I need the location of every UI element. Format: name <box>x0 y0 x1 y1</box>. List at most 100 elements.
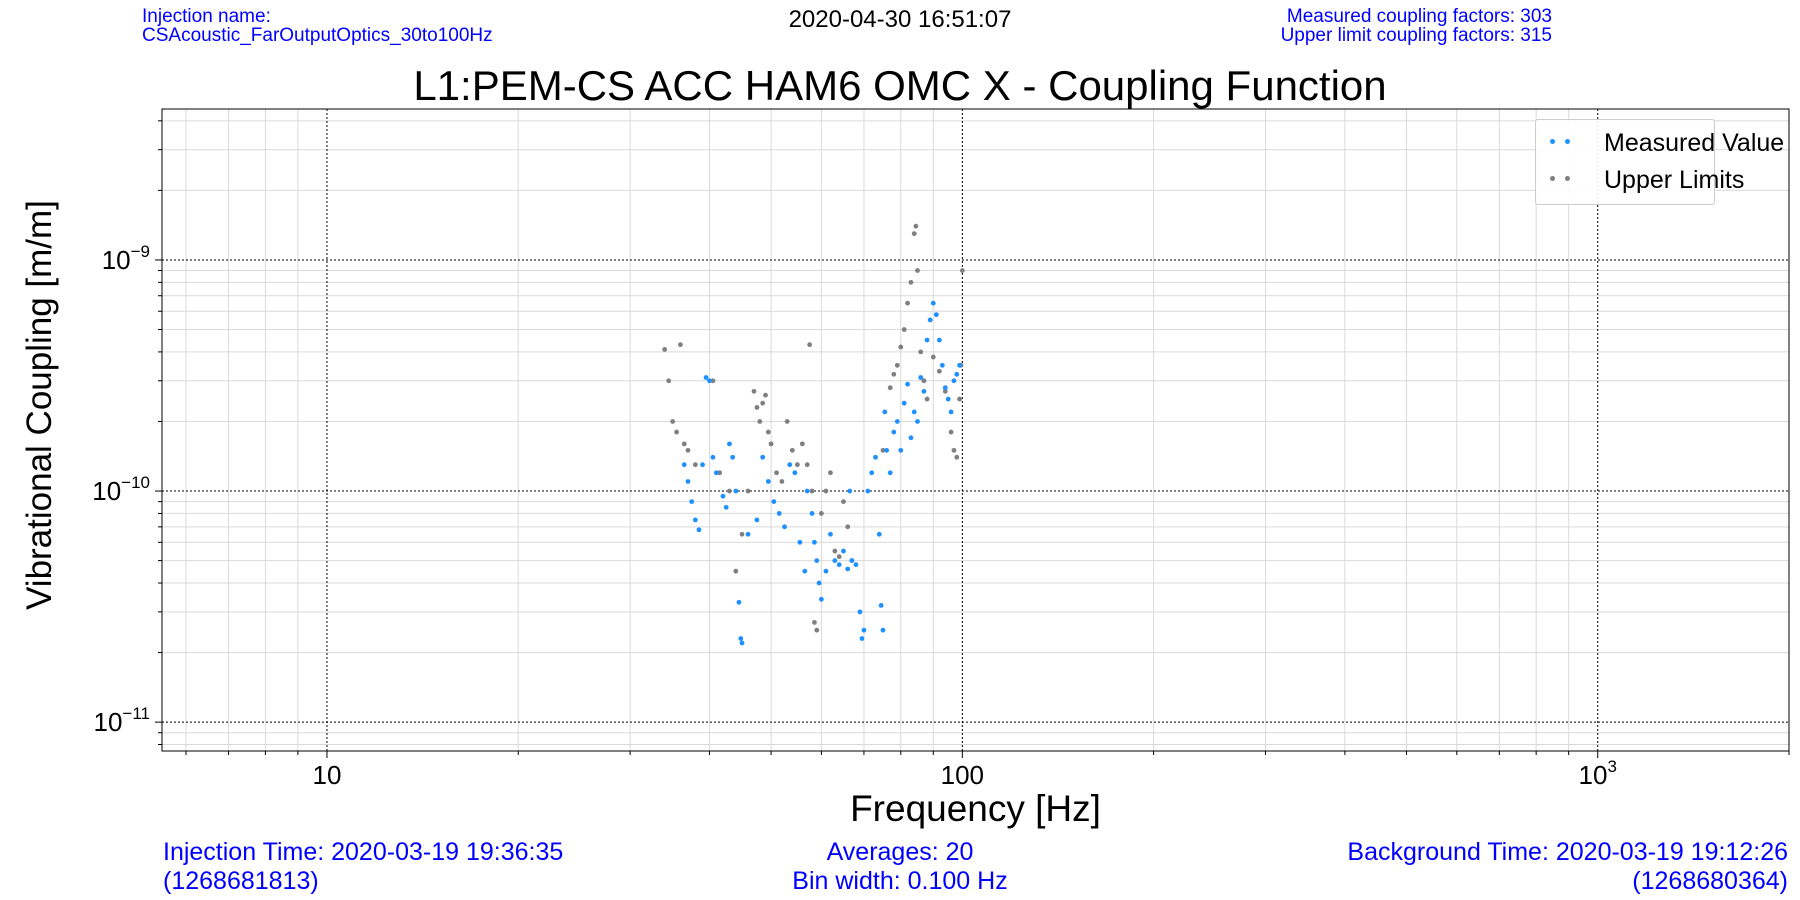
upper-limit-point <box>836 554 842 560</box>
measured-point <box>942 385 948 391</box>
measured-point <box>939 362 945 368</box>
measured-point <box>878 602 884 608</box>
measured-point <box>692 517 698 523</box>
measured-point <box>869 470 875 476</box>
measured-point <box>713 470 719 476</box>
measured-point <box>948 409 954 415</box>
upper-limit-point <box>681 441 687 447</box>
measured-point <box>816 580 822 586</box>
measured-point <box>804 488 810 494</box>
legend-item-upper: Upper Limits <box>1550 165 1744 197</box>
upper-limit-point <box>807 342 813 348</box>
measured-point <box>933 312 939 318</box>
axis-ticks: 10 100 103 10−9 10−10 10−11 <box>92 120 1790 790</box>
y-tick-exponent: −11 <box>122 704 150 723</box>
measured-point <box>720 493 726 499</box>
measured-point <box>739 640 745 646</box>
y-tick-label: 10−10 <box>92 473 150 506</box>
upper-limit-point <box>936 368 942 374</box>
measured-point <box>927 317 933 323</box>
measured-point <box>730 454 736 460</box>
measured-point <box>797 539 803 545</box>
measured-point <box>818 596 824 602</box>
measured-point <box>918 375 924 380</box>
measured-point <box>771 499 777 505</box>
upper-limit-point <box>915 268 920 273</box>
upper-limit-point <box>674 429 679 435</box>
measured-point <box>823 568 829 574</box>
upper-limit-point <box>662 347 668 352</box>
injection-name-value: CSAcoustic_FarOutputOptics_30to100Hz <box>142 25 493 46</box>
upper-limit-point <box>921 378 927 384</box>
upper-limit-point <box>832 548 838 554</box>
upper-limit-point <box>951 447 957 453</box>
upper-limit-point <box>757 419 763 424</box>
measured-point <box>901 400 907 406</box>
measured-point <box>760 454 766 460</box>
legend-label-upper: Upper Limits <box>1604 166 1745 194</box>
upper-limit-point <box>692 462 698 468</box>
background-time: Background Time: 2020-03-19 19:12:26 <box>1347 838 1788 866</box>
upper-limit-point <box>670 419 676 424</box>
upper-limit-point <box>779 479 785 484</box>
upper-limit-point <box>957 396 962 402</box>
upper-limit-point <box>948 429 954 435</box>
measured-point <box>908 435 914 441</box>
legend-item-measured: Measured Value <box>1550 128 1784 160</box>
measured-point <box>853 562 859 568</box>
measured-point <box>727 441 732 447</box>
measured-point <box>782 524 787 530</box>
upper-limit-point <box>823 488 829 494</box>
upper-limit-point <box>678 342 683 348</box>
measured-point <box>873 454 878 460</box>
measured-point <box>930 300 936 306</box>
upper-limit-point <box>809 488 815 494</box>
upper-limit-point <box>845 524 851 530</box>
chart-title: L1:PEM-CS ACC HAM6 OMC X - Coupling Func… <box>413 62 1387 109</box>
measured-point <box>849 558 855 564</box>
measured-point <box>710 454 716 460</box>
measured-point <box>812 539 817 545</box>
measured-point <box>738 636 744 641</box>
upper-limit-point <box>828 470 833 476</box>
x-tick-label: 100 <box>941 760 984 790</box>
upper-limit-count: Upper limit coupling factors: 315 <box>1280 25 1552 46</box>
bin-width: Bin width: 0.100 Hz <box>792 867 1008 895</box>
measured-point <box>954 371 960 377</box>
measured-point <box>898 447 904 453</box>
x-tick-label: 10 <box>313 760 342 790</box>
measured-point <box>905 381 910 387</box>
measured-point <box>859 636 865 641</box>
measured-point <box>865 488 871 494</box>
measured-point <box>857 609 863 615</box>
measured-point <box>847 488 853 494</box>
upper-limit-point <box>818 511 824 516</box>
upper-limit-point <box>774 470 779 476</box>
measured-point <box>887 470 893 476</box>
upper-limit-point <box>754 405 760 410</box>
legend: Measured Value Upper Limits <box>1535 119 1784 205</box>
upper-limit-point <box>717 470 723 476</box>
upper-limit-point <box>930 354 936 360</box>
measured-count: Measured coupling factors: 303 <box>1286 6 1552 27</box>
upper-limit-point <box>898 344 904 350</box>
upper-limit-point <box>784 419 790 424</box>
measured-point <box>792 470 798 476</box>
averages: Averages: 20 <box>826 838 974 866</box>
upper-limit-point <box>814 627 820 633</box>
measured-point <box>689 499 695 505</box>
measured-point <box>924 337 930 343</box>
measured-point <box>891 429 897 435</box>
measured-point <box>681 462 687 468</box>
upper-limit-point <box>727 488 732 494</box>
measured-point <box>723 504 729 510</box>
measured-point <box>736 599 742 605</box>
data-points <box>662 223 965 646</box>
measured-point <box>911 409 917 415</box>
upper-limit-point <box>789 447 795 453</box>
measured-point <box>915 419 920 424</box>
measured-point <box>880 627 886 633</box>
upper-limit-point <box>812 620 817 625</box>
upper-limit-point <box>918 349 924 355</box>
measured-point <box>802 568 808 574</box>
